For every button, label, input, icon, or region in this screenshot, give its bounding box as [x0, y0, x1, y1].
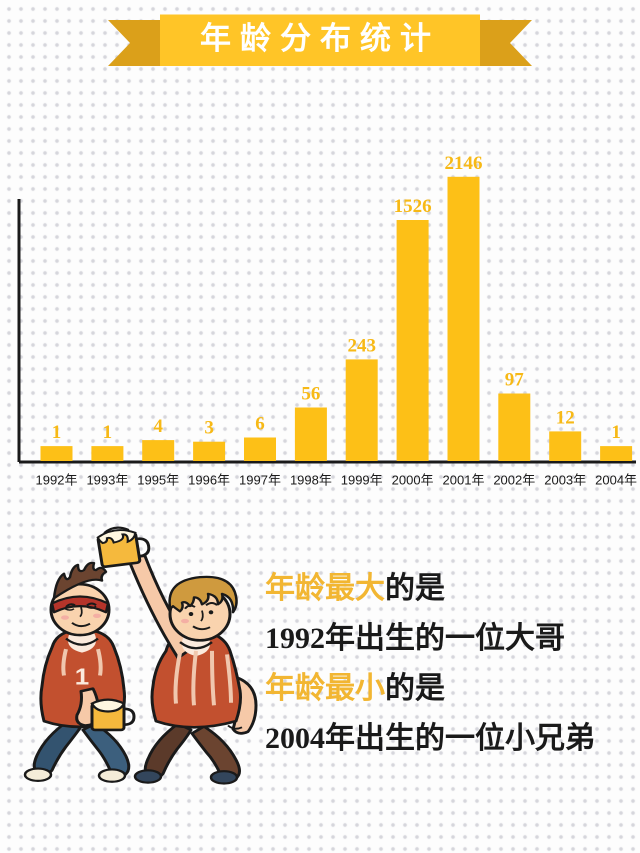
- svg-text:1992年: 1992年: [36, 473, 78, 488]
- svg-text:56: 56: [301, 384, 320, 405]
- svg-text:6: 6: [255, 414, 265, 435]
- svg-text:1: 1: [75, 665, 89, 690]
- svg-text:1: 1: [103, 422, 113, 443]
- svg-text:1993年: 1993年: [86, 473, 128, 488]
- svg-text:1: 1: [611, 422, 621, 443]
- svg-text:1526: 1526: [394, 196, 432, 217]
- svg-text:97: 97: [505, 370, 525, 391]
- svg-text:2000年: 2000年: [392, 473, 434, 488]
- svg-text:年龄分布统计: 年龄分布统计: [200, 21, 440, 56]
- svg-text:1: 1: [52, 422, 62, 443]
- svg-text:2146: 2146: [445, 153, 483, 174]
- svg-text:3: 3: [204, 418, 214, 439]
- svg-text:2004年: 2004年: [595, 473, 637, 488]
- svg-text:1995年: 1995年: [137, 473, 179, 488]
- svg-text:1998年: 1998年: [290, 473, 332, 488]
- svg-text:243: 243: [347, 335, 376, 356]
- svg-text:1996年: 1996年: [188, 473, 230, 488]
- svg-text:2003年: 2003年: [544, 473, 586, 488]
- svg-text:12: 12: [556, 407, 575, 428]
- svg-text:4: 4: [153, 416, 163, 437]
- svg-text:1997年: 1997年: [239, 473, 281, 488]
- svg-text:1999年: 1999年: [341, 473, 383, 488]
- svg-text:2002年: 2002年: [493, 473, 535, 488]
- svg-text:2001年: 2001年: [443, 473, 485, 488]
